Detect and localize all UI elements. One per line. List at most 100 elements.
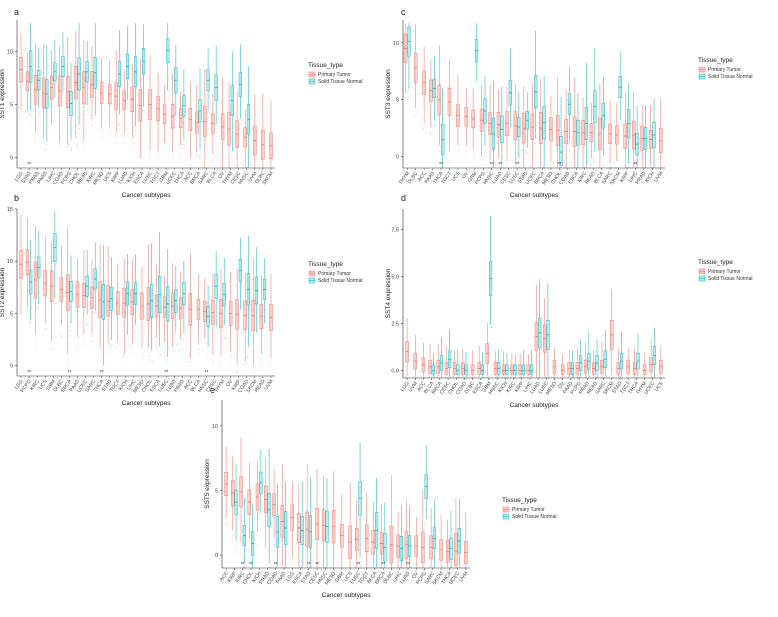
tumor-dlbc-outlier (60, 336, 62, 338)
normal-prad-outlier (645, 166, 647, 169)
tumor-thym-outlier (405, 102, 407, 104)
tumor-uvm-outlier (661, 166, 663, 169)
normal-cesc-outlier (509, 126, 511, 128)
tumor-ov-outlier (464, 150, 467, 152)
tumor-luad-outlier (122, 135, 125, 138)
tumor-lihc-outlier (632, 166, 635, 169)
tumor-paad-outlier (77, 343, 80, 345)
normal-prad-outlier (182, 332, 184, 334)
normal-chol-outlier (458, 376, 460, 378)
panel-d: d 0.0 2.5 5.0 7.5 SST4 expression Cancer subty… (385, 193, 752, 409)
tumor-stad-outlier (306, 566, 308, 568)
tumor-kich-outlier (501, 376, 504, 378)
tumor-kirp-outlier (231, 540, 233, 542)
normal-skcm-outlier (254, 338, 257, 340)
normal-skcm-outlier (618, 130, 620, 132)
tumor-skcm-outlier (441, 566, 443, 568)
tumor-meso-outlier (552, 376, 554, 378)
tumor-lgg-outlier (292, 566, 294, 568)
normal-pcpg-outlier (484, 145, 486, 147)
normal-prad-outlier (38, 112, 40, 114)
tumor-brca-outlier (67, 356, 69, 358)
normal-ucec-outlier (534, 146, 536, 148)
normal-blca-outlier (375, 566, 378, 568)
normal-esca-box (480, 364, 484, 375)
normal-hnsc-outlier (492, 166, 494, 169)
normal-blca-outlier (377, 566, 379, 568)
tumor-pcpg-outlier (26, 313, 29, 315)
tumor-pcpg-outlier (482, 159, 484, 161)
tumor-ucec-outlier (455, 566, 457, 568)
tumor-kirc-outlier (239, 545, 241, 547)
tumor-lgg-outlier (21, 313, 23, 315)
tumor-acc-outlier (226, 523, 228, 525)
normal-coad-outlier (246, 356, 248, 359)
tumor-acc-outlier (421, 376, 423, 378)
tumor-lihc-outlier (633, 166, 635, 169)
normal-gbm-outlier (168, 94, 170, 96)
normal-thca-outlier (440, 166, 443, 169)
tumor-luad-outlier (406, 566, 408, 568)
normal-blca-outlier (216, 125, 218, 128)
x-tick-label-lihc: LIHC (392, 570, 404, 583)
tumor-skcm-outlier (251, 372, 253, 374)
tumor-thym-outlier (227, 166, 229, 169)
tumor-lihc-outlier (50, 130, 53, 132)
tumor-paad-outlier (281, 566, 283, 568)
normal-chol-outlier (149, 359, 151, 361)
tumor-kich-outlier (257, 536, 259, 538)
tumor-ucec-outlier (532, 166, 534, 168)
tumor-chol-outlier (74, 142, 76, 145)
tumor-dlbc-outlier (389, 566, 392, 568)
tumor-gbm-outlier (472, 153, 474, 155)
normal-kirc-outlier (38, 308, 40, 310)
tumor-pcpg-outlier (479, 158, 481, 160)
normal-thca-outlier (450, 566, 452, 568)
x-tick-label-kirc: KIRC (235, 570, 247, 584)
tumor-ucs-outlier (348, 566, 350, 568)
tumor-ov-outlier (464, 156, 466, 158)
tumor-esca-outlier (478, 376, 480, 378)
tumor-kirp-outlier (115, 138, 117, 140)
tumor-kirc-outlier (510, 376, 513, 378)
tumor-pcpg-outlier (422, 566, 425, 568)
tumor-coad-outlier (58, 144, 60, 146)
tumor-tgct-outlier (366, 566, 368, 568)
tumor-cesc-outlier (444, 376, 447, 378)
tumor-hnsc-outlier (322, 566, 324, 568)
tumor-tgct-outlier (365, 566, 367, 568)
normal-lihc-outlier (401, 566, 403, 568)
tumor-hnsc-outlier (490, 164, 492, 166)
tumor-cesc-outlier (315, 566, 318, 568)
tumor-kirp-outlier (231, 530, 233, 532)
tumor-cesc-outlier (235, 166, 237, 169)
normal-thym-outlier (408, 97, 411, 99)
tumor-lihc-outlier (632, 166, 634, 169)
tumor-blca-outlier (211, 159, 213, 161)
tumor-pcpg-outlier (26, 316, 29, 318)
normal-luad-outlier (500, 166, 502, 169)
tumor-coad-outlier (463, 376, 465, 378)
tumor-paad-outlier (44, 149, 46, 151)
normal-chol-outlier (559, 166, 561, 169)
tumor-acc-outlier (188, 165, 190, 168)
normal-lusc-outlier (519, 166, 521, 169)
tumor-thym-outlier (229, 166, 231, 169)
normal-kirp-outlier (521, 376, 523, 378)
tumor-thca-outlier (634, 376, 636, 378)
x-tick-label-kich: KICH (644, 170, 656, 184)
tumor-coad-outlier (273, 544, 275, 546)
tumor-cesc-outlier (317, 566, 320, 568)
tumor-blca-outlier (598, 166, 600, 169)
tumor-meso-outlier (332, 566, 334, 568)
normal-thym-outlier (407, 98, 410, 100)
normal-hnsc-outlier (326, 566, 328, 568)
tumor-kich-outlier (650, 166, 652, 168)
tumor-thca-outlier (99, 349, 101, 351)
normal-chol-outlier (252, 566, 254, 568)
tumor-acc-outlier (189, 361, 191, 363)
tumor-ucec-outlier (172, 158, 174, 160)
normal-paad-outlier (571, 376, 574, 378)
normal-ucec-outlier (654, 376, 656, 378)
tumor-brca-outlier (381, 566, 383, 568)
